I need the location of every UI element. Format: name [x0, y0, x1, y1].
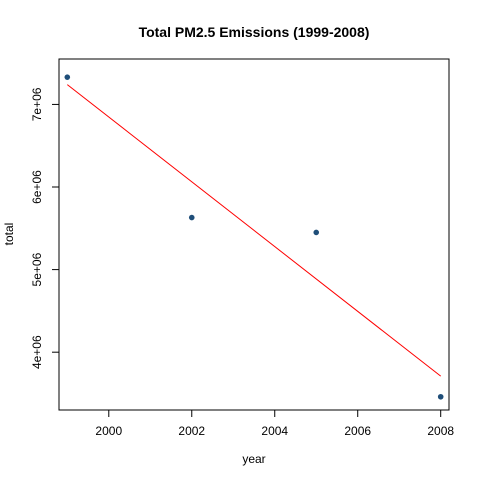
data-point — [189, 215, 195, 221]
x-tick-label: 2002 — [178, 424, 205, 438]
fit-line-group — [67, 85, 440, 377]
data-points — [64, 74, 443, 399]
y-tick-label: 6e+06 — [30, 170, 44, 204]
x-tick-label: 2008 — [427, 424, 454, 438]
y-tick-label: 7e+06 — [30, 87, 44, 121]
x-axis: 2000 2002 2004 2006 2008 — [95, 410, 454, 438]
x-axis-label: year — [242, 452, 265, 466]
data-point — [64, 74, 70, 80]
y-tick-label: 5e+06 — [30, 252, 44, 286]
regression-line — [67, 85, 440, 377]
data-point — [313, 230, 319, 236]
x-tick-label: 2006 — [344, 424, 371, 438]
y-tick-label: 4e+06 — [30, 335, 44, 369]
data-point — [438, 394, 444, 400]
y-axis-label: total — [2, 223, 16, 246]
x-tick-label: 2004 — [261, 424, 288, 438]
plot-frame — [59, 59, 449, 410]
x-tick-label: 2000 — [95, 424, 122, 438]
y-axis: 4e+06 5e+06 6e+06 7e+06 — [30, 87, 59, 369]
chart-title: Total PM2.5 Emissions (1999-2008) — [139, 24, 370, 40]
